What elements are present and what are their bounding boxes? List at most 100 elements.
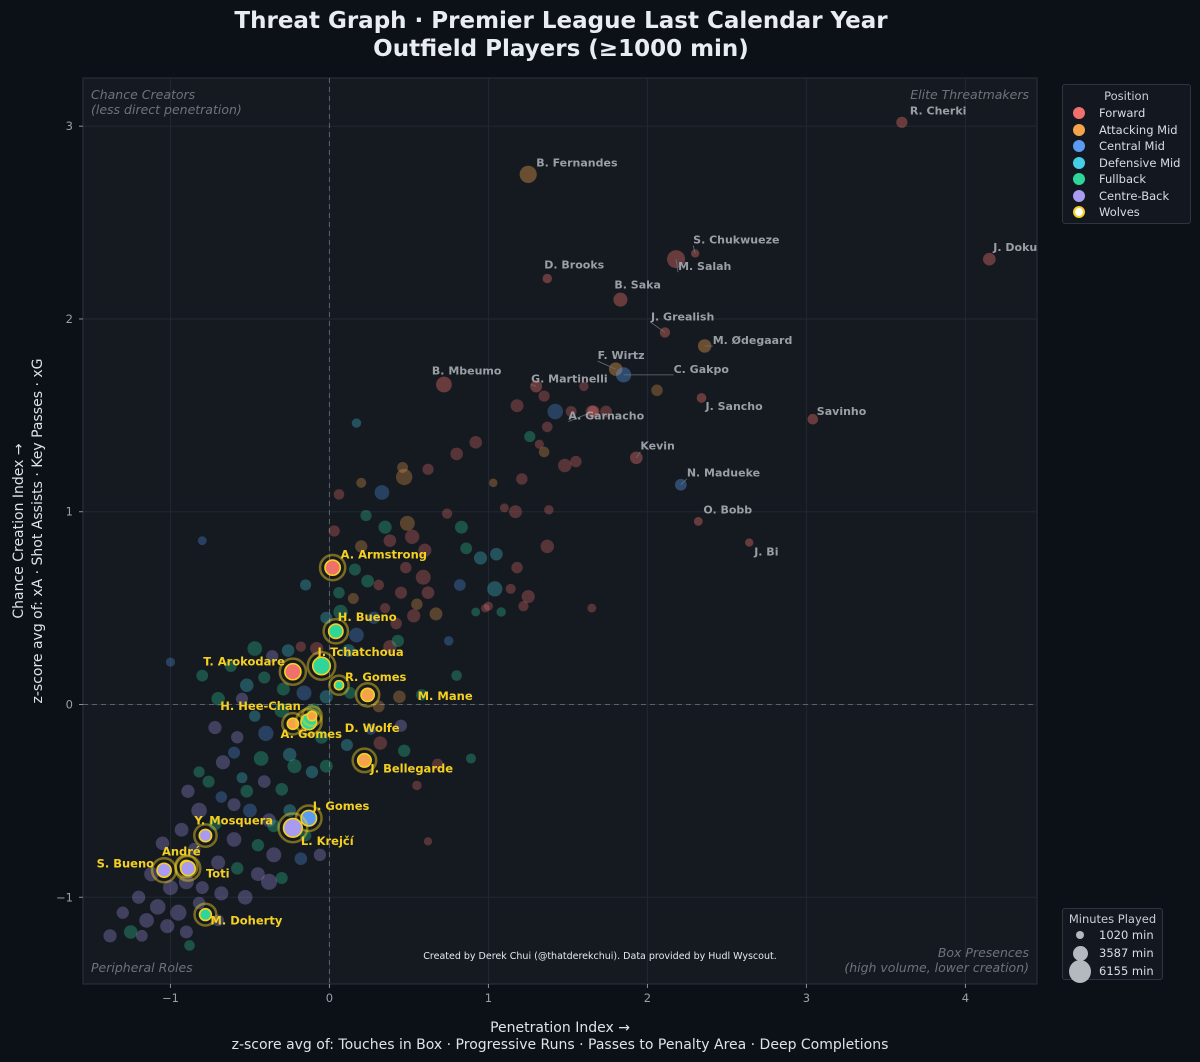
player-point (192, 896, 206, 910)
player-label: M. Ødegaard (713, 334, 793, 347)
quadrant-bottom-right-1: Box Presences (938, 945, 1030, 960)
player-label: J. Doku (992, 241, 1037, 254)
labeled-player-point (693, 516, 703, 526)
player-label: D. Brooks (544, 258, 604, 271)
player-point (214, 886, 229, 901)
player-point (469, 436, 483, 449)
player-point (379, 602, 391, 614)
player-point (397, 461, 409, 473)
wolves-player-point (282, 817, 304, 838)
player-point (499, 503, 509, 513)
player-label: Savinho (817, 405, 867, 418)
x-axis-sublabel: z-score avg of: Touches in Box · Progres… (232, 1037, 889, 1053)
y-tick-label: 1 (66, 505, 73, 519)
legend-label: Centre-Back (1099, 188, 1170, 203)
player-point (565, 406, 577, 417)
player-point (191, 802, 207, 819)
player-label: J. Sancho (705, 400, 764, 413)
player-label: G. Martinelli (531, 372, 607, 385)
player-point (390, 617, 402, 630)
label-leader (650, 322, 666, 333)
player-point (215, 755, 230, 770)
player-point (165, 657, 176, 667)
labeled-player-point (807, 413, 819, 425)
y-tick-label: 0 (66, 697, 73, 711)
player-point (373, 579, 385, 591)
wolves-halo (300, 705, 323, 728)
player-point (391, 634, 404, 648)
wolves-player-point (306, 710, 318, 722)
player-point (266, 847, 282, 863)
wolves-player-label: D. Wolfe (345, 721, 400, 735)
player-point (188, 842, 201, 856)
x-tick-label: 3 (803, 991, 810, 1005)
player-point (441, 508, 453, 519)
minutes-legend-marker (1069, 959, 1091, 983)
player-point (496, 607, 506, 617)
minutes-legend-label: 6155 min (1099, 964, 1154, 978)
player-point (600, 405, 612, 418)
x-tick-label: 2 (644, 991, 651, 1005)
player-point (310, 641, 324, 656)
label-leader (692, 245, 696, 254)
player-point (179, 925, 193, 939)
player-point (367, 611, 381, 624)
player-point (319, 690, 333, 704)
player-point (155, 836, 170, 851)
label-leader (675, 259, 679, 273)
position-legend-title: Position (1104, 89, 1149, 103)
player-point (253, 751, 269, 766)
player-point (195, 881, 209, 895)
labeled-player-point (982, 252, 996, 266)
wolves-halo (318, 553, 347, 582)
player-label: O. Bobb (703, 503, 752, 516)
player-point (355, 540, 368, 553)
player-point (383, 534, 397, 547)
minutes-legend-title: Minutes Played (1068, 912, 1157, 926)
player-point (429, 607, 443, 621)
quadrant-bottom-left: Peripheral Roles (91, 960, 193, 975)
player-point (344, 687, 356, 699)
quadrant-top-left-1: Chance Creators (91, 87, 196, 102)
player-point (521, 589, 535, 604)
player-point (231, 862, 244, 875)
player-point (135, 929, 148, 942)
player-point (348, 563, 361, 576)
player-point (431, 758, 444, 770)
wolves-player-label: J. Bellegarde (369, 761, 453, 775)
player-label: R. Cherki (910, 104, 967, 117)
player-point (258, 725, 274, 742)
player-point (490, 547, 503, 561)
plot-area (82, 77, 1038, 985)
player-labels: R. Cherki B. Fernandes S. Chukwueze M. Sala… (97, 104, 1038, 927)
player-label: S. Chukwueze (693, 233, 779, 246)
minutes-legend-label: 1020 min (1099, 928, 1154, 942)
player-point (412, 780, 422, 791)
player-point (247, 641, 263, 656)
minutes-legend-label: 3587 min (1099, 946, 1154, 960)
wolves-player-point (179, 860, 197, 877)
player-point (149, 899, 166, 915)
player-point (411, 598, 423, 610)
player-label: B. Saka (614, 279, 660, 292)
legend-label: Fullback (1099, 172, 1146, 187)
player-point (260, 873, 278, 890)
player-point (400, 561, 412, 574)
player-point (251, 867, 265, 882)
player-point (651, 384, 663, 397)
labeled-player-point (896, 116, 908, 128)
y-tick-label: 2 (66, 312, 73, 326)
player-point (333, 489, 345, 500)
wolves-player-label: S. Bueno (97, 856, 155, 870)
player-point (511, 561, 523, 574)
player-point (267, 819, 281, 833)
legend-marker (1073, 173, 1085, 186)
wolves-player-point (327, 623, 344, 640)
player-point (208, 721, 222, 735)
player-point (295, 641, 306, 652)
player-point (144, 866, 159, 882)
label-leader (531, 384, 537, 387)
player-label: J. Bi (753, 546, 778, 559)
label-leader (635, 451, 641, 458)
wolves-player-point (360, 687, 376, 703)
